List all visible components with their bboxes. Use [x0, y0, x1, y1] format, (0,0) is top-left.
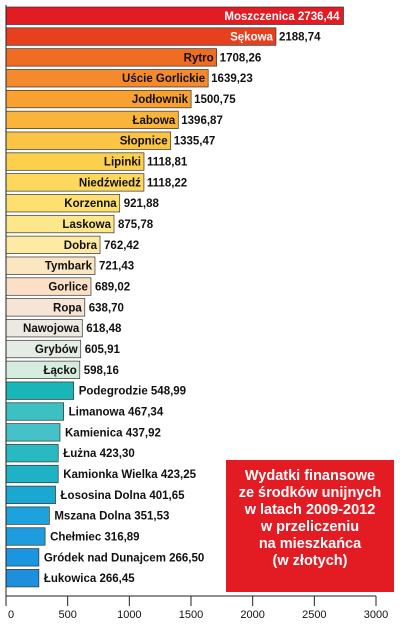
bar-label: Łużna 423,30: [63, 448, 135, 460]
x-tick-label: 3000: [364, 609, 388, 621]
category-label: Niedźwiedź: [79, 177, 141, 189]
bar: [5, 506, 50, 525]
value-label: 1396,87: [181, 115, 223, 127]
value-label: 2188,74: [279, 32, 321, 44]
bar-label: Podegrodzie 548,99: [79, 386, 186, 398]
value-label: 689,02: [95, 282, 130, 294]
bar: [5, 527, 46, 546]
description-line: ze środków unijnych: [238, 485, 382, 501]
bar-label: Kamionka Wielka 423,25: [63, 469, 196, 481]
x-tick-label: 2000: [240, 609, 264, 621]
x-tick-label: 0: [8, 609, 14, 621]
value-label: 618,48: [86, 323, 122, 335]
bar-label: Chełmiec 316,89: [50, 532, 140, 544]
value-label: 638,70: [89, 302, 124, 314]
bar-label: Limanowa 467,34: [69, 407, 164, 419]
value-label: 1500,75: [194, 94, 236, 106]
category-label: Rytro: [184, 52, 214, 64]
x-tick-label: 1000: [117, 609, 141, 621]
value-label: 921,88: [124, 198, 160, 210]
value-label: 875,78: [118, 219, 154, 231]
bar-labels-layer: Moszczenica 2736,44 Sękowa 2188,74 Rytro 170…: [23, 11, 340, 585]
bar-label: Mszana Dolna 351,53: [54, 511, 169, 523]
chart-description-box: Wydatki finansowe ze środków unijnych w …: [226, 460, 394, 592]
bar-label: Kamienica 437,92: [65, 427, 161, 439]
category-label: Jodłownik: [132, 94, 189, 106]
description-line: w przeliczeniu: [260, 519, 360, 535]
value-label: 1639,23: [211, 73, 253, 85]
bar: [5, 381, 75, 400]
category-label: Gorlice: [48, 282, 88, 294]
category-label: Tymbark: [45, 261, 93, 273]
bar: [5, 402, 64, 421]
description-line: na mieszkańca: [258, 536, 362, 552]
category-label: Uście Gorlickie: [122, 73, 205, 85]
x-tick-label: 2500: [302, 609, 326, 621]
description-line: w latach 2009-2012: [244, 502, 376, 518]
category-label: Laskowa: [62, 219, 111, 231]
bar: [5, 423, 61, 442]
value-label: 1335,47: [174, 136, 216, 148]
bar: [5, 464, 59, 484]
bar-label: Gródek nad Dunajcem 266,50: [44, 552, 204, 564]
description-line: Wydatki finansowe: [244, 468, 376, 484]
value-label: 762,42: [104, 240, 139, 252]
category-label: Łącko: [44, 365, 77, 377]
value-label: 1118,81: [147, 157, 188, 169]
category-label: Ropa: [53, 302, 82, 314]
value-label: 1708,26: [220, 52, 262, 64]
bar: [5, 548, 40, 567]
category-label: Dobra: [64, 240, 98, 252]
bar-label: Łukowica 266,45: [44, 573, 135, 585]
bar: [5, 569, 40, 588]
x-axis: 0 500 1000 1500 2000 2500 3000: [5, 5, 388, 621]
bar-label: Łososina Dolna 401,65: [61, 490, 186, 502]
x-tick-label: 500: [58, 609, 76, 621]
value-label: 598,16: [84, 365, 119, 377]
category-label: Nawojowa: [23, 323, 80, 335]
category-label: Korzenna: [64, 198, 117, 210]
value-label: 605,91: [85, 344, 121, 356]
value-label: 1118,22: [147, 177, 187, 189]
x-tick-label: 1500: [179, 609, 203, 621]
category-label: Łabowa: [132, 115, 175, 127]
category-label: Słopnice: [120, 136, 168, 148]
bar: [5, 485, 56, 504]
bar: [5, 444, 59, 463]
bar-label: Moszczenica 2736,44: [224, 11, 340, 23]
category-label: Grybów: [35, 344, 78, 356]
description-line: (w złotych): [272, 553, 348, 569]
value-label: 721,43: [99, 261, 134, 273]
category-label: Lipinki: [104, 157, 141, 169]
category-label: Sękowa: [230, 32, 273, 44]
